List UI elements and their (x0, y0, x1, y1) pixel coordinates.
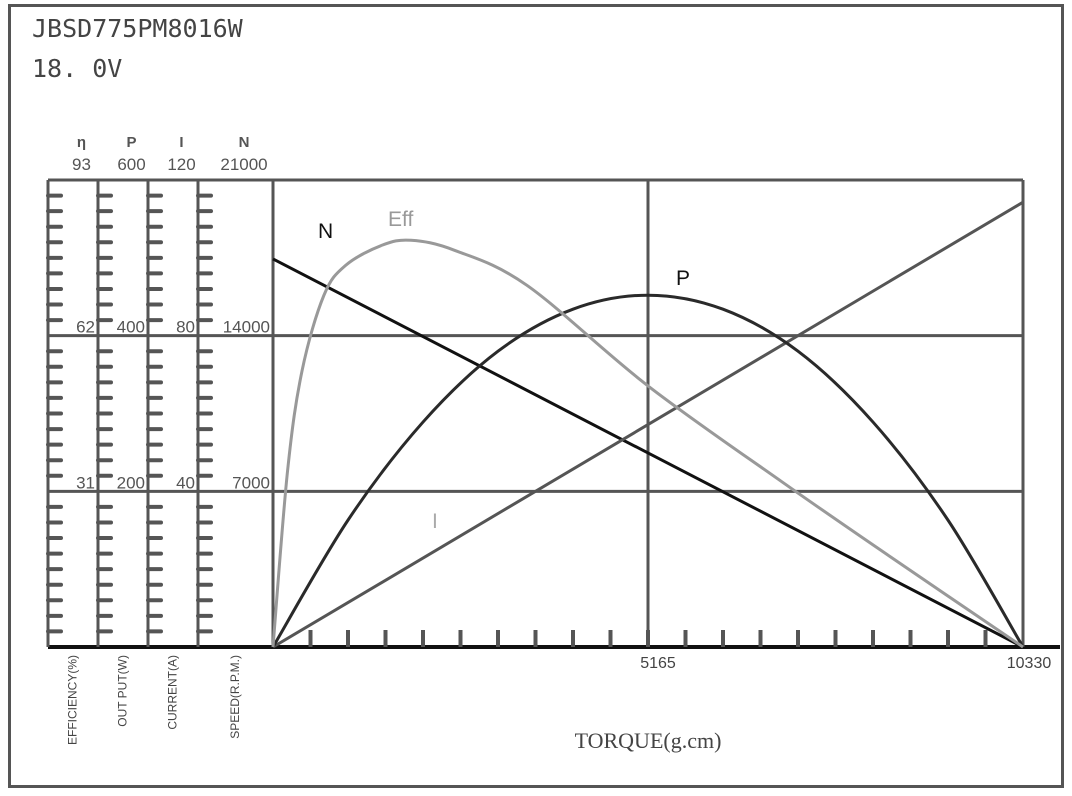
axis-max-label: 600 (117, 155, 145, 174)
axis-title: SPEED(R.P.M.) (228, 655, 242, 739)
chart-frame (8, 4, 1064, 788)
x-tick-label: 5165 (640, 655, 676, 672)
axis-tick-label: 40 (176, 473, 195, 492)
series-line-n (272, 257, 1024, 649)
axis-tick-label: 31 (76, 473, 95, 492)
axis-tick-label: 400 (117, 318, 145, 337)
axis-title: CURRENT(A) (166, 655, 180, 730)
axis-tick-label: 80 (176, 318, 195, 337)
x-tick-label: 10330 (1007, 655, 1052, 672)
axis-max-label: 21000 (220, 155, 267, 174)
axis-symbol: N (239, 134, 250, 151)
model-title: JBSD775PM8016W (32, 14, 243, 43)
axis-tick-label: 14000 (223, 318, 270, 337)
voltage-label: 18. 0V (32, 54, 123, 83)
axis-symbol: I (179, 134, 183, 151)
axis-max-label: 93 (72, 155, 91, 174)
axis-symbol: P (126, 134, 136, 151)
axis-tick-label: 7000 (232, 473, 270, 492)
axis-max-label: 120 (167, 155, 195, 174)
series-label-p: P (676, 267, 690, 290)
series-label-n: N (318, 220, 333, 243)
axis-tick-label: 62 (76, 318, 95, 337)
axis-symbol: η (77, 134, 86, 151)
series-label-i: I (432, 510, 438, 533)
series-label-eff: Eff (388, 208, 413, 231)
axis-tick-label: 200 (117, 473, 145, 492)
series-line-p (271, 293, 1025, 648)
series-line-eff (271, 238, 1024, 649)
series-line-i (272, 200, 1024, 649)
axis-title: OUT PUT(W) (116, 655, 130, 727)
x-axis-title: TORQUE(g.cm) (575, 728, 722, 753)
axis-title: EFFICIENCY(%) (66, 655, 80, 745)
